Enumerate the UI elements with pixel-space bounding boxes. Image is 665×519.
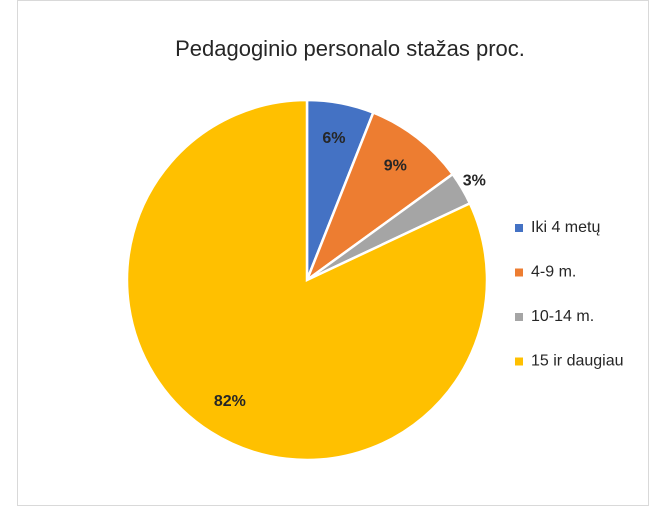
legend-label: 4-9 m. bbox=[531, 264, 576, 281]
legend-label: 15 ir daugiau bbox=[531, 353, 624, 370]
legend-swatch bbox=[515, 268, 523, 277]
pie-slice bbox=[304, 111, 455, 284]
legend-swatch bbox=[515, 313, 523, 321]
legend-label: Iki 4 metų bbox=[531, 219, 600, 236]
data-label: 3% bbox=[463, 172, 486, 189]
legend-swatch bbox=[515, 357, 523, 366]
data-label: 6% bbox=[322, 130, 345, 147]
data-label: 9% bbox=[384, 157, 407, 174]
legend-label: 10-14 m. bbox=[531, 308, 594, 325]
pie-slice bbox=[125, 98, 489, 462]
data-label: 82% bbox=[214, 393, 246, 410]
legend-swatch bbox=[515, 224, 523, 232]
chart-title: Pedagoginio personalo stažas proc. bbox=[175, 36, 525, 61]
